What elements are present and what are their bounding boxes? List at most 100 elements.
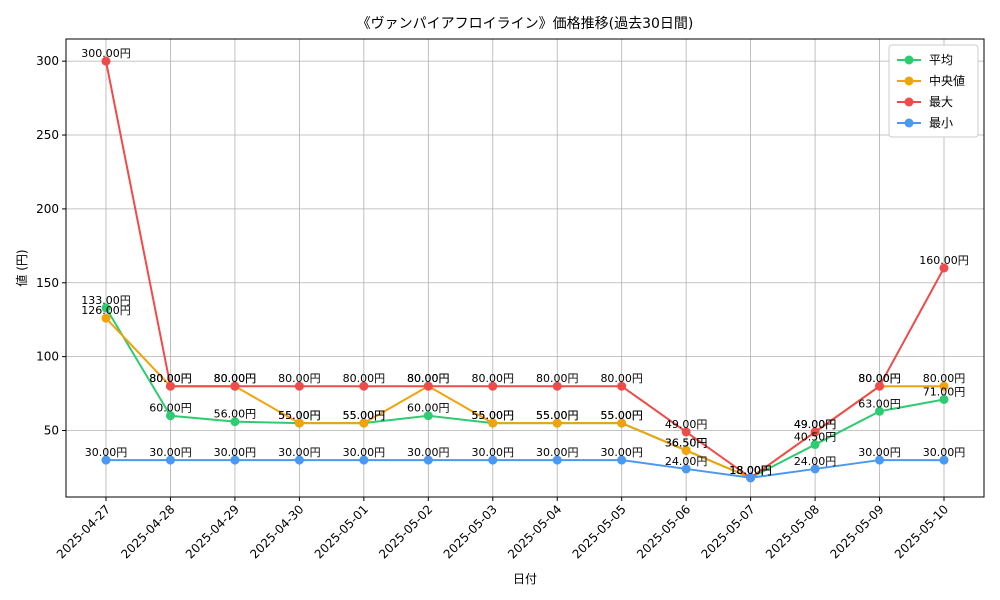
data-label: 80.00円 bbox=[214, 372, 257, 385]
legend-frame bbox=[888, 44, 979, 138]
data-label: 300.00円 bbox=[81, 47, 131, 60]
data-point bbox=[810, 440, 820, 450]
legend-label: 最大 bbox=[929, 95, 953, 109]
data-label: 30.00円 bbox=[85, 446, 128, 459]
data-label: 30.00円 bbox=[149, 446, 192, 459]
legend-marker bbox=[904, 97, 914, 107]
legend-marker bbox=[904, 76, 914, 86]
x-tick-label: 2025-05-02 bbox=[376, 502, 435, 561]
data-point bbox=[294, 455, 304, 465]
x-tick-label: 2025-05-06 bbox=[634, 502, 693, 561]
data-label: 71.00円 bbox=[923, 385, 966, 398]
data-label: 18.00円 bbox=[729, 464, 772, 477]
data-label: 60.00円 bbox=[149, 402, 192, 415]
data-point bbox=[552, 455, 562, 465]
legend-marker bbox=[904, 118, 914, 128]
x-tick-label: 2025-05-01 bbox=[312, 502, 371, 561]
data-label: 160.00円 bbox=[919, 254, 969, 267]
data-point bbox=[552, 418, 562, 428]
data-label: 80.00円 bbox=[149, 372, 192, 385]
y-tick-label: 100 bbox=[36, 350, 59, 364]
data-label: 30.00円 bbox=[214, 446, 257, 459]
data-point bbox=[875, 406, 885, 416]
data-label: 80.00円 bbox=[536, 372, 579, 385]
x-tick-label: 2025-04-30 bbox=[247, 502, 306, 561]
axis-ticks: 2025-04-27 2025-04-28 2025-04-29 2025-04-30… bbox=[36, 54, 951, 561]
legend-label: 最小 bbox=[929, 116, 953, 130]
data-label: 80.00円 bbox=[858, 372, 901, 385]
y-tick-label: 150 bbox=[36, 276, 59, 290]
data-label: 80.00円 bbox=[407, 372, 450, 385]
data-point bbox=[230, 417, 240, 427]
x-tick-label: 2025-05-10 bbox=[892, 502, 951, 561]
data-label: 80.00円 bbox=[343, 372, 386, 385]
series-line bbox=[105, 60, 945, 480]
data-point bbox=[875, 455, 885, 465]
y-axis-label: 値 (円) bbox=[14, 249, 29, 286]
data-label: 30.00円 bbox=[278, 446, 321, 459]
plot-area-frame bbox=[65, 38, 985, 498]
data-point bbox=[681, 464, 691, 474]
data-label: 63.00円 bbox=[858, 397, 901, 410]
data-label: 36.50円 bbox=[665, 436, 708, 449]
data-label: 55.00円 bbox=[343, 409, 386, 422]
x-tick-label: 2025-04-27 bbox=[54, 502, 113, 561]
data-label: 60.00円 bbox=[407, 402, 450, 415]
data-point bbox=[165, 455, 175, 465]
x-tick-label: 2025-04-28 bbox=[118, 502, 177, 561]
data-point bbox=[939, 394, 949, 404]
data-label: 24.00円 bbox=[665, 455, 708, 468]
data-label: 18.00円 bbox=[729, 464, 772, 477]
data-point bbox=[165, 411, 175, 421]
data-label: 49.00円 bbox=[794, 418, 837, 431]
data-label: 30.00円 bbox=[858, 446, 901, 459]
data-label: 30.00円 bbox=[407, 446, 450, 459]
chart-title: 《ヴァンパイアフロイライン》価格推移(過去30日間) bbox=[357, 15, 694, 32]
data-point bbox=[617, 381, 627, 391]
data-point bbox=[488, 418, 498, 428]
data-point bbox=[101, 455, 111, 465]
data-label: 18.00円 bbox=[729, 464, 772, 477]
data-point bbox=[423, 455, 433, 465]
data-point bbox=[875, 381, 885, 391]
data-point bbox=[359, 381, 369, 391]
data-point bbox=[939, 263, 949, 273]
data-label: 80.00円 bbox=[214, 372, 257, 385]
data-label: 80.00円 bbox=[923, 372, 966, 385]
x-tick-label: 2025-05-04 bbox=[505, 502, 564, 561]
legend-marker bbox=[904, 55, 914, 65]
series-lines bbox=[101, 56, 949, 483]
y-tick-label: 250 bbox=[36, 128, 59, 142]
x-tick-label: 2025-05-08 bbox=[763, 502, 822, 561]
data-label: 55.00円 bbox=[278, 409, 321, 422]
data-label: 30.00円 bbox=[472, 446, 515, 459]
data-point bbox=[230, 381, 240, 391]
data-label: 49.00円 bbox=[665, 418, 708, 431]
x-tick-label: 2025-05-05 bbox=[570, 502, 629, 561]
data-label: 30.00円 bbox=[600, 446, 643, 459]
data-point bbox=[230, 455, 240, 465]
data-point bbox=[294, 418, 304, 428]
data-label: 30.00円 bbox=[343, 446, 386, 459]
data-point bbox=[488, 381, 498, 391]
data-point bbox=[681, 427, 691, 437]
data-point bbox=[617, 418, 627, 428]
data-label: 40.50円 bbox=[794, 431, 837, 444]
data-label: 30.00円 bbox=[923, 446, 966, 459]
y-tick-label: 300 bbox=[36, 54, 59, 68]
data-label: 36.50円 bbox=[665, 436, 708, 449]
data-label: 80.00円 bbox=[407, 372, 450, 385]
data-label: 126.00円 bbox=[81, 304, 131, 317]
data-point bbox=[359, 455, 369, 465]
data-point bbox=[939, 381, 949, 391]
data-label: 30.00円 bbox=[536, 446, 579, 459]
data-label: 24.00円 bbox=[794, 455, 837, 468]
data-label: 56.00円 bbox=[214, 408, 257, 421]
y-tick-label: 200 bbox=[36, 202, 59, 216]
data-point bbox=[810, 427, 820, 437]
x-tick-label: 2025-04-29 bbox=[183, 502, 242, 561]
data-point bbox=[939, 455, 949, 465]
data-label: 55.00円 bbox=[536, 409, 579, 422]
